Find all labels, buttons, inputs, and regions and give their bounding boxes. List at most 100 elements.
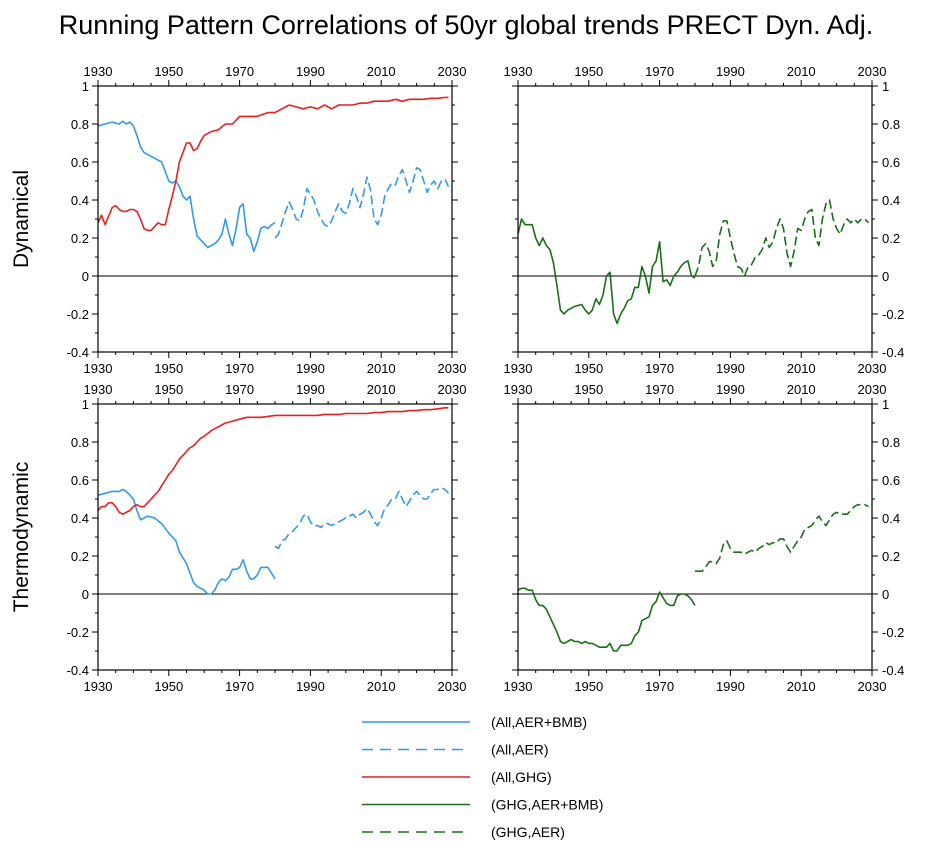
x-tick-label-top: 2010: [787, 382, 816, 397]
x-tick-label-bottom: 2030: [858, 361, 887, 376]
x-tick-label-top: 1950: [574, 64, 603, 79]
legend-item: (GHG,AER): [362, 824, 565, 840]
series-line-(GHG,AER+BMB): [518, 218, 696, 325]
series-line-(All,AER): [274, 166, 450, 239]
y-tick-label: -0.2: [67, 307, 89, 322]
series-line-(All,AER): [274, 486, 450, 550]
x-tick-label-bottom: 1930: [84, 679, 113, 694]
series-line-(GHG,AER): [694, 199, 870, 277]
x-tick-label-bottom: 1970: [645, 361, 674, 376]
x-tick-label-bottom: 2030: [438, 361, 467, 376]
y-tick-label: 0.4: [71, 193, 89, 208]
x-tick-label-bottom: 2010: [367, 679, 396, 694]
panels: 1930 1930 1950 1950 1970 1970 1990 1990 2010 2010…: [67, 64, 905, 694]
x-tick-label-top: 1970: [645, 64, 674, 79]
x-tick-label-bottom: 2010: [787, 679, 816, 694]
x-tick-label-bottom: 1970: [645, 679, 674, 694]
series-line-(All,GHG): [98, 406, 449, 516]
chart-panel-top-left: 1930 1930 1950 1950 1970 1970 1990 1990 2010 2010…: [67, 64, 467, 376]
y-tick-label: 0.4: [71, 511, 89, 526]
x-tick-label-top: 1930: [84, 382, 113, 397]
legend-label: (All,AER): [491, 742, 549, 758]
y-tick-label: 1: [882, 397, 889, 412]
x-tick-label-bottom: 2010: [787, 361, 816, 376]
y-tick-label: -0.2: [67, 625, 89, 640]
y-tick-label: 0.2: [882, 231, 900, 246]
y-tick-label: 0.6: [882, 155, 900, 170]
plot-frame: [517, 403, 873, 671]
x-tick-label-bottom: 1930: [504, 361, 533, 376]
series-line-(All,AER+BMB): [98, 120, 276, 253]
y-tick-label: 0.8: [71, 435, 89, 450]
x-tick-label-bottom: 1930: [84, 361, 113, 376]
y-tick-label: 0.6: [71, 473, 89, 488]
series-line-(All,GHG): [98, 96, 449, 232]
x-tick-label-top: 1990: [296, 64, 325, 79]
x-tick-label-top: 1950: [574, 382, 603, 397]
figure-title: Running Pattern Correlations of 50yr glo…: [59, 10, 873, 40]
legend-label: (All,GHG): [491, 769, 552, 785]
y-tick-label: -0.4: [67, 345, 89, 360]
y-tick-label: 0: [882, 269, 889, 284]
y-tick-label: 0.8: [882, 117, 900, 132]
y-tick-label: 0: [82, 269, 89, 284]
legend-label: (GHG,AER+BMB): [491, 797, 603, 813]
y-tick-label: 0.2: [71, 231, 89, 246]
x-tick-label-top: 1990: [716, 64, 745, 79]
chart-panel-top-right: 1930 1930 1950 1950 1970 1970 1990 1990 2010 2010…: [504, 64, 905, 376]
x-tick-label-top: 2010: [367, 382, 396, 397]
x-tick-label-top: 1950: [154, 382, 183, 397]
x-tick-label-top: 1970: [645, 382, 674, 397]
y-tick-label: 1: [82, 79, 89, 94]
x-tick-label-bottom: 1950: [574, 361, 603, 376]
x-tick-label-top: 2010: [367, 64, 396, 79]
y-tick-label: -0.4: [67, 663, 89, 678]
x-tick-label-top: 1970: [225, 64, 254, 79]
y-tick-label: 1: [882, 79, 889, 94]
x-tick-label-bottom: 1950: [154, 679, 183, 694]
x-tick-label-top: 2030: [858, 382, 887, 397]
x-tick-label-top: 1930: [504, 64, 533, 79]
x-tick-label-bottom: 1970: [225, 679, 254, 694]
x-tick-label-bottom: 1990: [296, 361, 325, 376]
series-line-(GHG,AER): [695, 503, 869, 573]
x-tick-label-bottom: 1950: [154, 361, 183, 376]
y-tick-label: 1: [82, 397, 89, 412]
x-tick-label-top: 1990: [716, 382, 745, 397]
y-tick-label: 0.8: [71, 117, 89, 132]
x-tick-label-bottom: 2030: [438, 679, 467, 694]
y-tick-label: -0.4: [882, 345, 904, 360]
x-tick-label-bottom: 2010: [367, 361, 396, 376]
y-tick-label: 0: [82, 587, 89, 602]
chart-panel-bottom-left: 1930 1930 1950 1950 1970 1970 1990 1990 2010 2010…: [67, 382, 467, 694]
plot-frame: [97, 85, 453, 353]
legend-item: (All,AER+BMB): [362, 714, 587, 730]
y-tick-label: 0: [882, 587, 889, 602]
x-tick-label-bottom: 1970: [225, 361, 254, 376]
legend: (All,AER+BMB) (All,AER) (All,GHG) (GHG,AER+…: [362, 714, 603, 840]
y-tick-label: 0.2: [71, 549, 89, 564]
x-tick-label-bottom: 1990: [716, 361, 745, 376]
x-tick-label-top: 1950: [154, 64, 183, 79]
chart-panel-bottom-right: 1930 1930 1950 1950 1970 1970 1990 1990 2010 2010…: [504, 382, 905, 694]
series-line-(GHG,AER+BMB): [518, 587, 696, 652]
x-tick-label-bottom: 1950: [574, 679, 603, 694]
legend-label: (All,AER+BMB): [491, 714, 587, 730]
x-tick-label-top: 1970: [225, 382, 254, 397]
legend-item: (GHG,AER+BMB): [362, 797, 603, 813]
legend-item: (All,GHG): [362, 769, 552, 785]
x-tick-label-top: 1990: [296, 382, 325, 397]
y-tick-label: 0.4: [882, 193, 900, 208]
y-tick-label: 0.4: [882, 511, 900, 526]
x-tick-label-top: 2030: [438, 382, 467, 397]
y-tick-label: 0.6: [882, 473, 900, 488]
y-tick-label: 0.2: [882, 549, 900, 564]
y-tick-label: -0.4: [882, 663, 904, 678]
y-tick-label: 0.8: [882, 435, 900, 450]
x-tick-label-bottom: 1990: [716, 679, 745, 694]
x-tick-label-bottom: 2030: [858, 679, 887, 694]
plot-frame: [517, 85, 873, 353]
series-line-(All,AER+BMB): [98, 488, 276, 595]
x-tick-label-top: 2030: [438, 64, 467, 79]
